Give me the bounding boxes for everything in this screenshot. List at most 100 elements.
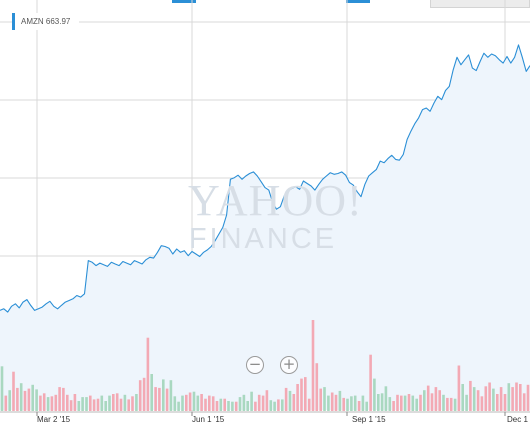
volume-bar	[23, 390, 27, 411]
volume-bar	[0, 366, 4, 411]
volume-bar	[73, 394, 77, 411]
volume-bar	[342, 397, 345, 411]
volume-bar	[123, 394, 127, 411]
zoom-out-button[interactable]: −	[246, 356, 264, 374]
volume-bar	[396, 394, 399, 411]
volume-bar	[304, 377, 307, 411]
volume-bar	[162, 379, 165, 411]
volume-bar	[499, 387, 503, 411]
volume-bar	[430, 393, 434, 411]
volume-bar	[388, 397, 392, 411]
x-tick-label: Mar 2 '15	[37, 415, 71, 424]
volume-bar	[115, 393, 119, 411]
x-tick-label: Sep 1 '15	[352, 415, 386, 424]
volume-bar	[457, 365, 461, 411]
x-tick-label: Dec 1 '15	[507, 415, 530, 424]
volume-bar	[284, 387, 288, 411]
volume-bar	[492, 388, 495, 411]
interval-tab-indicator[interactable]	[346, 0, 370, 3]
volume-bar	[127, 399, 130, 411]
volume-bar	[85, 397, 88, 411]
volume-bar	[89, 395, 92, 411]
volume-bar	[526, 384, 530, 411]
range-tab-indicator[interactable]	[172, 0, 196, 3]
volume-bar	[27, 388, 31, 411]
volume-bar	[503, 394, 507, 411]
volume-bar	[77, 401, 81, 411]
volume-bar	[62, 387, 65, 411]
volume-bar	[292, 394, 296, 411]
volume-bar	[100, 395, 104, 411]
volume-bar	[350, 396, 353, 411]
volume-bar	[453, 398, 457, 411]
volume-bar	[269, 400, 273, 411]
zoom-in-button[interactable]: +	[280, 356, 298, 374]
volume-bar	[522, 393, 526, 411]
volume-bar	[419, 394, 422, 411]
volume-bar	[515, 382, 518, 411]
volume-bar	[254, 401, 257, 411]
volume-bar	[192, 391, 196, 411]
volume-bar	[469, 380, 472, 411]
volume-bar	[511, 387, 514, 411]
volume-bar	[465, 394, 468, 411]
volume-bar	[250, 391, 253, 411]
volume-bar	[46, 397, 50, 411]
volume-bar	[158, 387, 161, 411]
volume-bar	[480, 396, 484, 411]
volume-bar	[288, 390, 292, 411]
volume-bar	[496, 394, 499, 411]
volume-bar	[108, 395, 111, 411]
volume-bar	[357, 401, 361, 411]
volume-bar	[188, 392, 192, 411]
volume-bar	[39, 395, 42, 411]
volume-bar	[315, 363, 319, 411]
volume-bar	[196, 395, 200, 411]
x-tick-label: Jun 1 '15	[192, 415, 225, 424]
volume-bar	[307, 398, 311, 411]
volume-bar	[281, 399, 284, 411]
volume-bar	[19, 383, 23, 411]
volume-bar	[296, 384, 299, 411]
volume-bar	[16, 387, 19, 411]
volume-bar	[434, 387, 438, 411]
volume-bar	[58, 387, 61, 411]
volume-bar	[507, 383, 511, 411]
volume-bar	[442, 394, 445, 411]
volume-bar	[69, 400, 73, 411]
volume-bar	[476, 390, 480, 411]
volume-bar	[242, 394, 246, 411]
volume-bar	[208, 395, 211, 411]
volume-bar	[438, 390, 441, 411]
volume-bar	[334, 394, 338, 411]
volume-bar	[227, 401, 230, 411]
volume-bar	[488, 382, 491, 411]
volume-bar	[173, 396, 177, 411]
volume-bars	[0, 320, 530, 411]
price-line	[0, 44, 530, 313]
ticker-price-label: AMZN 663.97	[12, 13, 79, 30]
volume-bar	[92, 399, 96, 411]
price-series-line	[0, 44, 530, 313]
volume-bar	[215, 401, 219, 411]
volume-bar	[446, 397, 449, 411]
volume-bar	[461, 384, 464, 411]
volume-bar	[384, 386, 388, 411]
volume-bar	[277, 399, 280, 411]
volume-bar	[138, 380, 142, 411]
volume-bar	[54, 394, 58, 411]
price-area	[0, 44, 530, 411]
volume-bar	[369, 354, 372, 411]
volume-bar	[50, 396, 54, 411]
volume-bar	[392, 401, 395, 411]
volume-bar	[119, 398, 123, 411]
volume-bar	[35, 389, 38, 411]
volume-bar	[31, 384, 34, 411]
volume-bar	[346, 398, 349, 411]
volume-bar	[484, 386, 488, 411]
volume-bar	[234, 401, 238, 411]
volume-bar	[146, 337, 150, 411]
volume-bar	[423, 390, 426, 411]
volume-bar	[204, 398, 207, 411]
